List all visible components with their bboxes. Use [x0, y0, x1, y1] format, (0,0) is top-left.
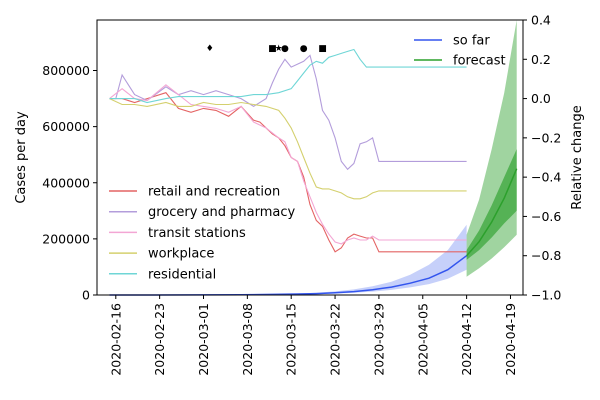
- mobility-lines: [109, 48, 467, 253]
- series-grocery-and-pharmacy: [109, 54, 467, 171]
- y2-tick-label: 0.2: [531, 52, 551, 67]
- x-axis-ticks: 2020-02-16 2020-02-23 2020-03-01 2020-03-08…: [108, 295, 518, 376]
- x-tick-label: 2020-02-23: [152, 303, 167, 376]
- confidence-bands: [109, 20, 517, 295]
- x-tick-label: 2020-03-29: [371, 303, 386, 376]
- event-marker-1: ■: [268, 44, 277, 54]
- event-marker-2: ★: [275, 44, 283, 54]
- y-tick-label: 800000: [42, 63, 90, 78]
- event-marker-5: ■: [318, 44, 327, 54]
- x-tick-label: 2020-04-19: [503, 303, 518, 376]
- y2-tick-label: 0.4: [531, 13, 551, 28]
- legend-upper: so far forecast: [414, 34, 506, 69]
- legend-label-retail-and-recreation: retail and recreation: [148, 185, 280, 200]
- y2-axis-label: Relative change: [570, 105, 585, 209]
- series-workplace: [109, 98, 467, 200]
- plot-frame: [96, 19, 524, 296]
- y-tick-label: 0: [82, 288, 90, 303]
- legend-label-workplace: workplace: [148, 247, 214, 262]
- legend-label-so-far: so far: [453, 34, 490, 49]
- y-tick-label: 400000: [42, 175, 90, 190]
- x-tick-label: 2020-02-16: [108, 303, 123, 376]
- y2-tick-label: −0.2: [531, 130, 561, 145]
- y2-tick-label: −0.8: [531, 248, 561, 263]
- right-axis-ticks: −1.0 −0.8 −0.6 −0.4 −0.2 0.0 0.2 0.4: [523, 13, 561, 303]
- x-tick-label: 2020-04-12: [459, 303, 474, 376]
- legend-label-residential: residential: [148, 267, 216, 282]
- event-markers: ♦ ■★● ● ■: [206, 44, 327, 54]
- y2-tick-label: 0.0: [531, 91, 551, 106]
- y-tick-label: 200000: [42, 231, 90, 246]
- x-tick-label: 2020-03-22: [328, 303, 343, 376]
- x-tick-label: 2020-03-08: [240, 303, 255, 376]
- y2-tick-label: −0.6: [531, 209, 561, 224]
- y2-tick-label: −1.0: [531, 288, 561, 303]
- y-tick-label: 600000: [42, 119, 90, 134]
- legend-label-transit-stations: transit stations: [148, 226, 246, 241]
- x-tick-label: 2020-03-01: [196, 303, 211, 376]
- series-forecast: [466, 168, 518, 257]
- event-marker-4: ●: [300, 44, 308, 54]
- legend-lower: retail and recreation grocery and pharmac…: [109, 185, 296, 282]
- legend-label-forecast: forecast: [453, 54, 506, 69]
- event-marker-0: ♦: [206, 44, 214, 54]
- y2-tick-label: −0.4: [531, 170, 561, 185]
- forecast-inner-band: [466, 149, 517, 260]
- event-marker-3: ●: [281, 44, 289, 54]
- x-tick-label: 2020-04-05: [415, 303, 430, 376]
- y-axis-label: Cases per day: [14, 111, 29, 204]
- legend-label-grocery-and-pharmacy: grocery and pharmacy: [148, 205, 296, 220]
- series-retail-and-recreation: [109, 92, 467, 253]
- series-transit-stations: [109, 84, 467, 245]
- x-tick-label: 2020-03-15: [284, 303, 299, 376]
- series-residential: [109, 48, 467, 104]
- left-axis-ticks: 0 200000 400000 600000 800000: [42, 63, 97, 303]
